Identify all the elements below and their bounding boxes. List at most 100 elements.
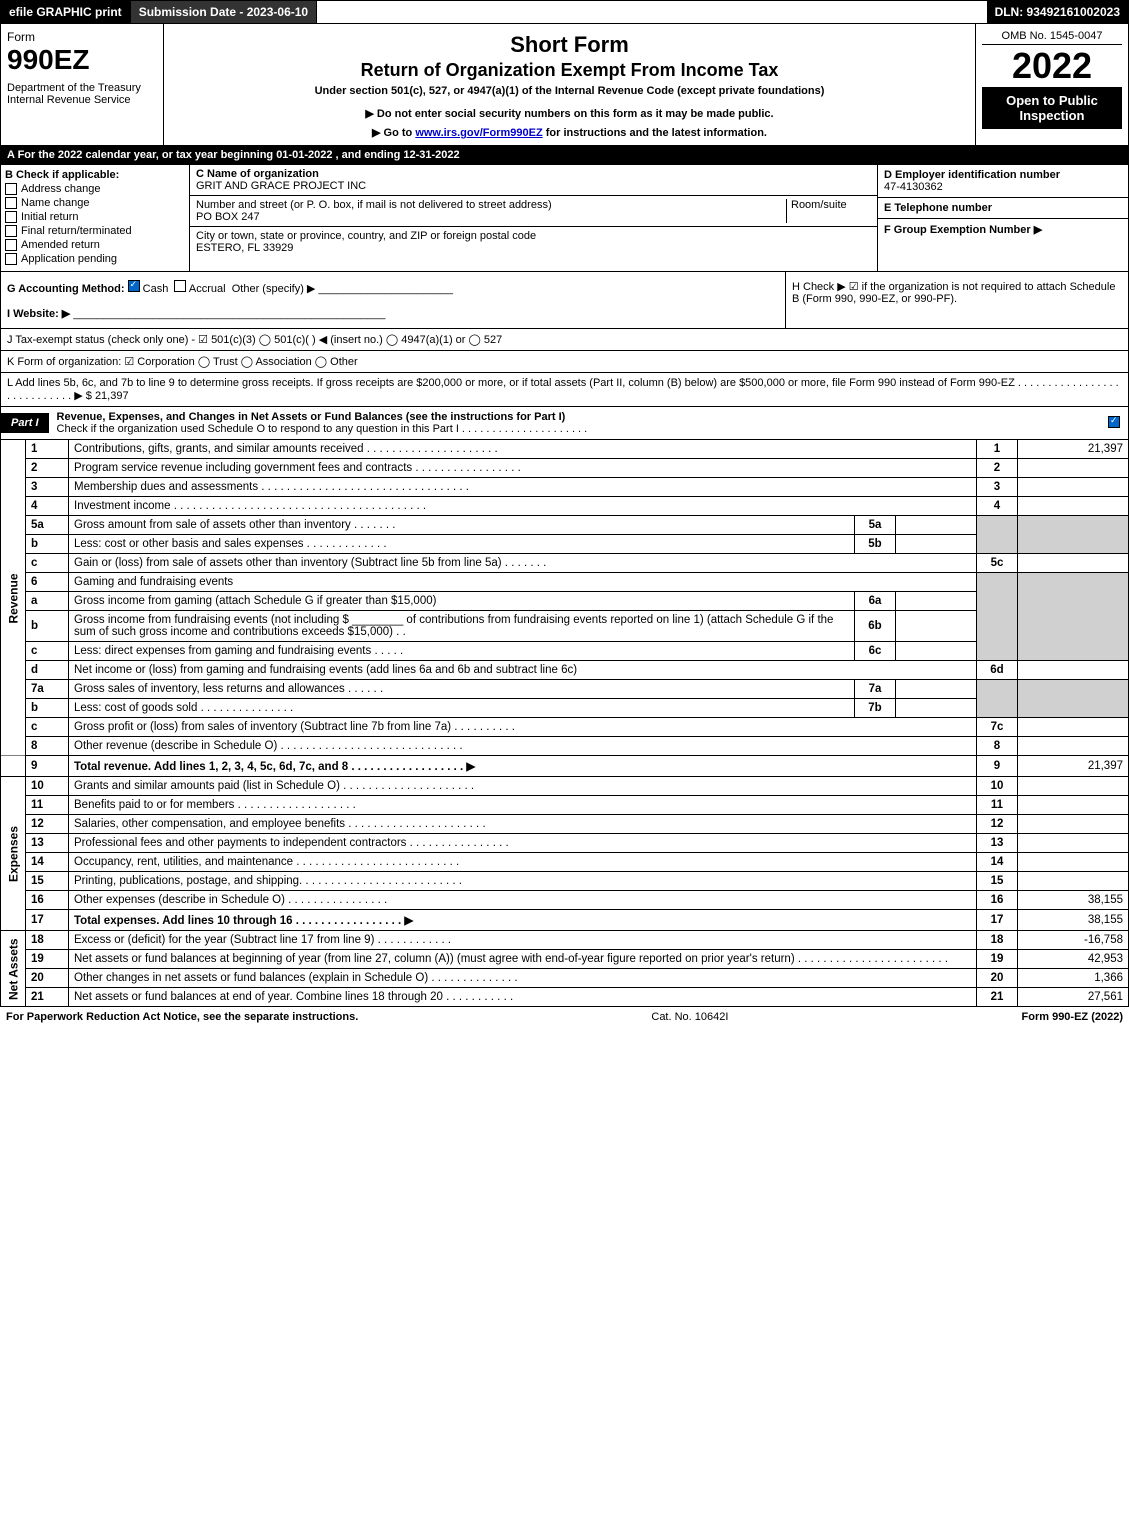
form-header: Form 990EZ Department of the Treasury In… <box>0 24 1129 146</box>
line-6c-value <box>896 642 977 661</box>
check-initial-return[interactable] <box>5 211 17 223</box>
org-address: PO BOX 247 <box>196 211 260 223</box>
b-label: B Check if applicable: <box>5 169 185 181</box>
ssn-note: ▶ Do not enter social security numbers o… <box>170 107 969 120</box>
accrual-label: Accrual <box>189 283 226 295</box>
line-3-value <box>1018 478 1129 497</box>
subtitle: Under section 501(c), 527, or 4947(a)(1)… <box>170 85 969 97</box>
room-suite-label: Room/suite <box>786 199 871 223</box>
line-19-desc: Net assets or fund balances at beginning… <box>69 950 977 969</box>
line-5a-desc: Gross amount from sale of assets other t… <box>69 516 855 535</box>
line-2-desc: Program service revenue including govern… <box>69 459 977 478</box>
line-6a-value <box>896 592 977 611</box>
line-6b-desc: Gross income from fundraising events (no… <box>69 611 855 642</box>
form-number: 990EZ <box>7 44 157 76</box>
l-gross-receipts: L Add lines 5b, 6c, and 7b to line 9 to … <box>0 373 1129 407</box>
check-address-change[interactable] <box>5 183 17 195</box>
check-accrual[interactable] <box>174 280 186 292</box>
check-name-change[interactable] <box>5 197 17 209</box>
section-c-org: C Name of organization GRIT AND GRACE PR… <box>190 165 878 271</box>
h-schedule-b: H Check ▶ ☑ if the organization is not r… <box>785 272 1128 328</box>
line-6c-desc: Less: direct expenses from gaming and fu… <box>69 642 855 661</box>
line-6a-desc: Gross income from gaming (attach Schedul… <box>69 592 855 611</box>
line-19-value: 42,953 <box>1018 950 1129 969</box>
section-a-tax-year: A For the 2022 calendar year, or tax yea… <box>0 146 1129 165</box>
line-15-value <box>1018 872 1129 891</box>
line-17-value: 38,155 <box>1018 910 1129 931</box>
line-6-desc: Gaming and fundraising events <box>69 573 977 592</box>
line-10-value <box>1018 777 1129 796</box>
section-b-checks: B Check if applicable: Address change Na… <box>1 165 190 271</box>
line-13-value <box>1018 834 1129 853</box>
line-6d-desc: Net income or (loss) from gaming and fun… <box>69 661 977 680</box>
line-5b-value <box>896 535 977 554</box>
line-13-desc: Professional fees and other payments to … <box>69 834 977 853</box>
gh-row: G Accounting Method: Cash Accrual Other … <box>0 272 1129 329</box>
line-18-value: -16,758 <box>1018 931 1129 950</box>
check-amended-return[interactable] <box>5 239 17 251</box>
line-18-desc: Excess or (deficit) for the year (Subtra… <box>69 931 977 950</box>
goto-note: ▶ Go to www.irs.gov/Form990EZ for instru… <box>170 126 969 139</box>
line-7a-desc: Gross sales of inventory, less returns a… <box>69 680 855 699</box>
tax-year: 2022 <box>982 45 1122 87</box>
line-11-value <box>1018 796 1129 815</box>
line-6b-value <box>896 611 977 642</box>
line-12-desc: Salaries, other compensation, and employ… <box>69 815 977 834</box>
efile-print-label[interactable]: efile GRAPHIC print <box>1 1 131 23</box>
line-11-desc: Benefits paid to or for members . . . . … <box>69 796 977 815</box>
other-label: Other (specify) ▶ <box>232 283 316 295</box>
submission-date: Submission Date - 2023-06-10 <box>131 1 317 23</box>
line-7a-value <box>896 680 977 699</box>
i-label: I Website: ▶ <box>7 308 70 320</box>
short-form-title: Short Form <box>170 32 969 58</box>
check-final-return[interactable] <box>5 225 17 237</box>
ein-value: 47-4130362 <box>884 181 943 193</box>
line-16-desc: Other expenses (describe in Schedule O) … <box>69 891 977 910</box>
line-20-value: 1,366 <box>1018 969 1129 988</box>
line-3-desc: Membership dues and assessments . . . . … <box>69 478 977 497</box>
app-pending-label: Application pending <box>21 253 117 265</box>
goto-post: for instructions and the latest informat… <box>546 127 767 139</box>
addr-change-label: Address change <box>21 183 101 195</box>
line-2-value <box>1018 459 1129 478</box>
c-name-label: C Name of organization <box>196 168 319 180</box>
line-5c-value <box>1018 554 1129 573</box>
check-application-pending[interactable] <box>5 253 17 265</box>
footer-left: For Paperwork Reduction Act Notice, see … <box>6 1011 358 1023</box>
k-form-org: K Form of organization: ☑ Corporation ◯ … <box>0 351 1129 373</box>
l-value: 21,397 <box>95 390 129 402</box>
dept-treasury: Department of the Treasury Internal Reve… <box>7 82 157 106</box>
final-return-label: Final return/terminated <box>21 225 132 237</box>
part1-table: Revenue 1 Contributions, gifts, grants, … <box>0 440 1129 1007</box>
c-addr-label: Number and street (or P. O. box, if mail… <box>196 199 552 211</box>
line-5b-desc: Less: cost or other basis and sales expe… <box>69 535 855 554</box>
name-change-label: Name change <box>21 197 90 209</box>
line-9-value: 21,397 <box>1018 756 1129 777</box>
line-14-desc: Occupancy, rent, utilities, and maintena… <box>69 853 977 872</box>
goto-pre: ▶ Go to <box>372 127 415 139</box>
check-cash[interactable] <box>128 280 140 292</box>
dln: DLN: 93492161002023 <box>987 1 1128 23</box>
irs-link[interactable]: www.irs.gov/Form990EZ <box>415 127 542 139</box>
j-tax-exempt: J Tax-exempt status (check only one) - ☑… <box>0 329 1129 351</box>
line-1-value: 21,397 <box>1018 440 1129 459</box>
revenue-side-label: Revenue <box>1 440 26 756</box>
line-17-desc: Total expenses. Add lines 10 through 16 … <box>69 910 977 931</box>
line-16-value: 38,155 <box>1018 891 1129 910</box>
i-website: I Website: ▶ ___________________________… <box>7 307 779 320</box>
page-footer: For Paperwork Reduction Act Notice, see … <box>0 1007 1129 1027</box>
omb-number: OMB No. 1545-0047 <box>982 30 1122 45</box>
amended-return-label: Amended return <box>21 239 100 251</box>
line-10-desc: Grants and similar amounts paid (list in… <box>69 777 977 796</box>
line-14-value <box>1018 853 1129 872</box>
line-4-value <box>1018 497 1129 516</box>
initial-return-label: Initial return <box>21 211 78 223</box>
c-city-label: City or town, state or province, country… <box>196 230 536 242</box>
footer-cat-no: Cat. No. 10642I <box>358 1011 1021 1023</box>
part1-header: Part I Revenue, Expenses, and Changes in… <box>0 407 1129 440</box>
part1-schedule-o-check[interactable] <box>1108 416 1120 428</box>
main-title: Return of Organization Exempt From Incom… <box>170 60 969 81</box>
g-label: G Accounting Method: <box>7 283 125 295</box>
line-21-value: 27,561 <box>1018 988 1129 1007</box>
part1-label: Part I <box>1 413 49 433</box>
